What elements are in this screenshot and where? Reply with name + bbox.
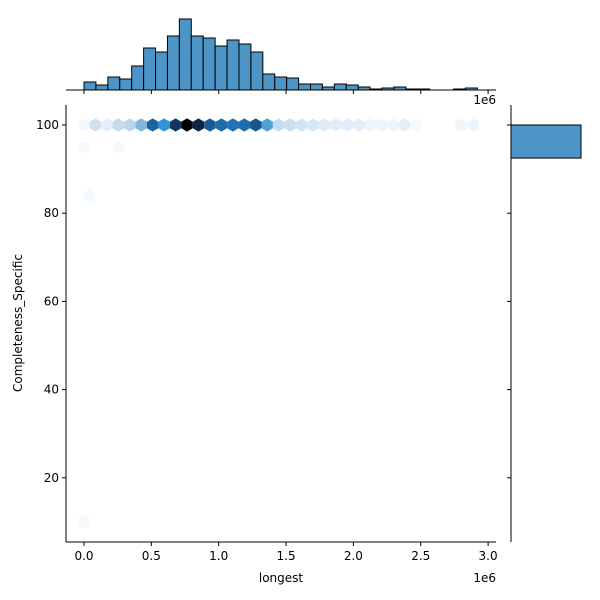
y-tick-label: 20 [44, 471, 59, 485]
hexbin-cell [83, 188, 96, 203]
hexbin-cell [375, 118, 388, 132]
hexbin-cell [410, 118, 422, 132]
histogram-bar [309, 83, 323, 91]
hexbin-cell [227, 118, 239, 132]
hexbin-cell [353, 118, 365, 132]
hexbin-cell [112, 118, 125, 132]
histogram-bar [95, 84, 109, 91]
x-tick-label: 0.0 [74, 549, 93, 563]
hexbin-cell [169, 118, 182, 132]
hexbin-cell [341, 118, 354, 132]
histogram-bar [226, 39, 240, 91]
histogram-bar [333, 83, 347, 91]
y-axis-label: Completeness_Specific [11, 254, 25, 392]
hexbin-cell [204, 118, 216, 132]
histogram-bar [510, 124, 582, 159]
x-tick-label: 1.0 [209, 549, 228, 563]
hexbin-cell [78, 140, 90, 154]
histogram-bar [202, 37, 216, 91]
histogram-bar [274, 76, 288, 91]
hexbin-plot [78, 118, 479, 529]
hexbin-cell [467, 118, 479, 132]
histogram-bar [119, 78, 133, 91]
hexbin-cell [330, 118, 342, 132]
histogram-bar [155, 51, 168, 91]
histogram-bar [250, 51, 264, 91]
histogram-bar [298, 83, 311, 91]
histogram-bar [345, 84, 359, 91]
hexbin-cell [272, 118, 285, 132]
histogram-bar [286, 77, 300, 91]
histogram-bar [143, 47, 157, 91]
histogram-bar [214, 45, 228, 91]
hexbin-cell [124, 118, 136, 132]
top-offset-label: 1e6 [473, 93, 496, 107]
hexbin-cell [78, 515, 90, 529]
hexbin-cell [398, 118, 411, 132]
x-axis-label: longest [259, 571, 304, 585]
hexbin-cell [215, 118, 228, 132]
y-tick-label: 80 [44, 206, 59, 220]
hexbin-cell [455, 118, 467, 132]
histogram-bar [178, 18, 192, 91]
histogram-bar [262, 73, 276, 91]
hexbin-cell [158, 118, 170, 132]
y-tick-label: 40 [44, 383, 59, 397]
x-tick-label: 2.5 [411, 549, 430, 563]
hexbin-cell [192, 118, 205, 132]
x-tick-label: 2.0 [344, 549, 363, 563]
hexbin-cell [318, 118, 331, 132]
hexbin-cell [284, 118, 296, 132]
x-tick-label: 1.5 [277, 549, 296, 563]
histogram-bar [107, 76, 121, 91]
histogram-bar [166, 35, 180, 91]
hexbin-cell [101, 118, 113, 132]
histogram-bar [131, 65, 145, 91]
histogram-bar [238, 43, 252, 91]
x-offset-label: 1e6 [473, 571, 496, 585]
y-tick-label: 100 [36, 118, 59, 132]
hexbin-cell [135, 118, 147, 132]
hexbin-cell [295, 118, 308, 132]
x-tick-label: 3.0 [479, 549, 498, 563]
hexbin-cell [112, 140, 125, 154]
hexbin-cell [181, 118, 193, 132]
y-tick-label: 60 [44, 294, 59, 308]
hexbin-cell [89, 118, 102, 132]
histogram-bar [190, 35, 204, 91]
hexbin-cell [307, 118, 319, 132]
axes: 0.0 0.5 1.0 1.5 2.0 2.5 3.0 20 40 60 80 100 [36, 90, 511, 563]
hexbin-cell [364, 118, 376, 132]
hexbin-cell [250, 118, 262, 132]
hexbin-cell [78, 118, 90, 132]
right-marginal-histogram [510, 105, 582, 542]
hexbin-cell [261, 118, 273, 132]
hexbin-cell [387, 118, 399, 132]
hexbin-cell [238, 118, 251, 132]
top-marginal-histogram [66, 18, 496, 91]
hexbin-cell [146, 118, 159, 132]
x-tick-label: 0.5 [142, 549, 161, 563]
histogram-bar [83, 81, 97, 91]
